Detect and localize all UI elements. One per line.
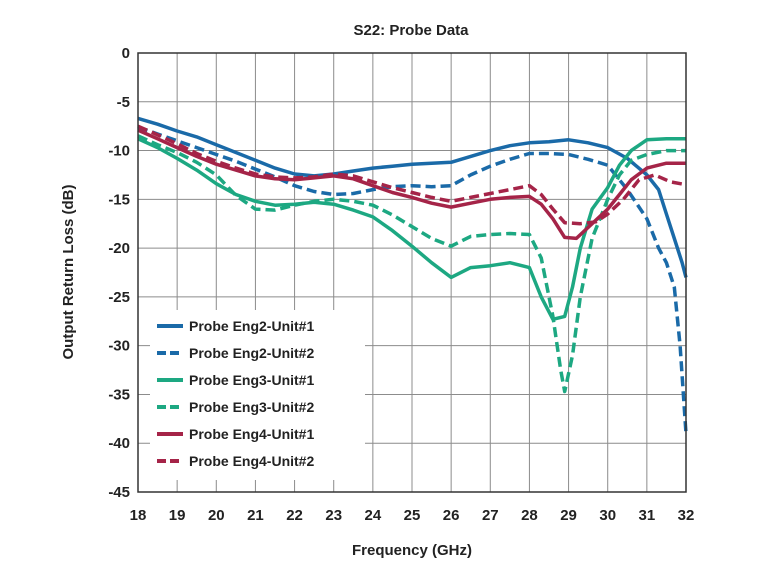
series-line-6 xyxy=(137,124,687,226)
x-tick-label: 22 xyxy=(286,507,303,524)
y-tick-label: -45 xyxy=(108,484,130,501)
series-line-4 xyxy=(137,134,686,394)
y-tick-label: -15 xyxy=(108,191,130,208)
x-tick-label: 21 xyxy=(247,507,264,524)
legend-label-4: Probe Eng3-Unit#2 xyxy=(189,399,314,415)
legend-label-3: Probe Eng3-Unit#1 xyxy=(189,372,314,388)
y-tick-label: -20 xyxy=(108,240,130,257)
x-tick-label: 27 xyxy=(482,507,499,524)
legend-label-6: Probe Eng4-Unit#2 xyxy=(189,453,314,469)
y-tick-label: -25 xyxy=(108,289,130,306)
y-tick-label: -5 xyxy=(117,94,130,111)
x-tick-label: 28 xyxy=(521,507,538,524)
series-line-3 xyxy=(137,137,686,322)
x-tick-label: 23 xyxy=(325,507,342,524)
legend-label-5: Probe Eng4-Unit#1 xyxy=(189,426,314,442)
x-tick-label: 25 xyxy=(404,507,421,524)
chart-title: S22: Probe Data xyxy=(353,22,469,39)
x-tick-label: 26 xyxy=(443,507,460,524)
plot-frame xyxy=(137,52,687,493)
x-tick-labels: 18 19 20 21 22 23 24 25 26 27 28 29 30 31 32 xyxy=(130,507,695,524)
series-line-2 xyxy=(137,125,688,434)
legend: Probe Eng2-Unit#1 Probe Eng2-Unit#2 Probe … xyxy=(150,310,365,480)
x-tick-label: 30 xyxy=(599,507,616,524)
y-tick-label: -40 xyxy=(108,435,130,452)
legend-label-2: Probe Eng2-Unit#2 xyxy=(189,345,314,361)
x-tick-label: 31 xyxy=(639,507,656,524)
x-tick-label: 19 xyxy=(169,507,186,524)
x-axis-label: Frequency (GHz) xyxy=(352,542,472,559)
y-tick-label: -35 xyxy=(108,386,130,403)
y-tick-label: -30 xyxy=(108,338,130,355)
y-tick-label: -10 xyxy=(108,143,130,160)
series-line-5 xyxy=(137,128,686,241)
x-tick-label: 20 xyxy=(208,507,225,524)
x-tick-label: 32 xyxy=(678,507,695,524)
x-tick-label: 29 xyxy=(560,507,577,524)
legend-label-1: Probe Eng2-Unit#1 xyxy=(189,318,314,334)
x-tick-label: 18 xyxy=(130,507,147,524)
y-axis-label: Output Return Loss (dB) xyxy=(60,185,77,360)
y-tick-labels: 0 -5 -10 -15 -20 -25 -30 -35 -40 -45 xyxy=(108,45,130,501)
series-lines xyxy=(137,116,688,434)
x-tick-label: 24 xyxy=(365,507,382,524)
y-tick-label: 0 xyxy=(122,45,130,62)
legend-background xyxy=(150,310,365,480)
